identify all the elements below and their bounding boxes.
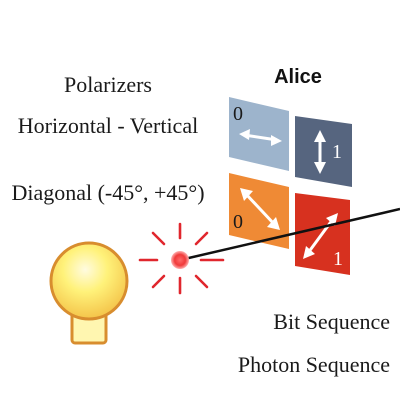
tile-bit-label: 1: [332, 141, 342, 163]
tile-bit-label: 0: [233, 211, 243, 233]
polarizer-tile-vertical: 1: [295, 116, 352, 187]
horizontal-arrow-icon: [239, 129, 282, 146]
alice-label: Alice: [274, 66, 322, 88]
light-bulb-icon: [49, 241, 129, 345]
tile-bit-label: 1: [333, 248, 343, 270]
polarizer-tile-minus45: 0: [229, 173, 289, 249]
diagonal-minus45-arrow-icon: [240, 188, 280, 230]
polarizers-label: Polarizers: [64, 72, 152, 97]
light-burst-rays: [138, 222, 225, 295]
diagonal-label: Diagonal (-45°, +45°): [11, 180, 204, 205]
vertical-arrow-icon: [314, 130, 326, 174]
tile-bit-label: 0: [233, 103, 243, 125]
photon-sequence-label: Photon Sequence: [238, 352, 390, 377]
photon-source-dot: [171, 251, 189, 269]
polarizer-tile-plus45: 1: [295, 193, 350, 275]
polarizer-tile-horizontal: 0: [229, 97, 289, 171]
bit-sequence-label: Bit Sequence: [273, 309, 390, 334]
horizontal-vertical-label: Horizontal - Vertical: [18, 113, 198, 138]
photon-beam-line: [179, 207, 400, 262]
